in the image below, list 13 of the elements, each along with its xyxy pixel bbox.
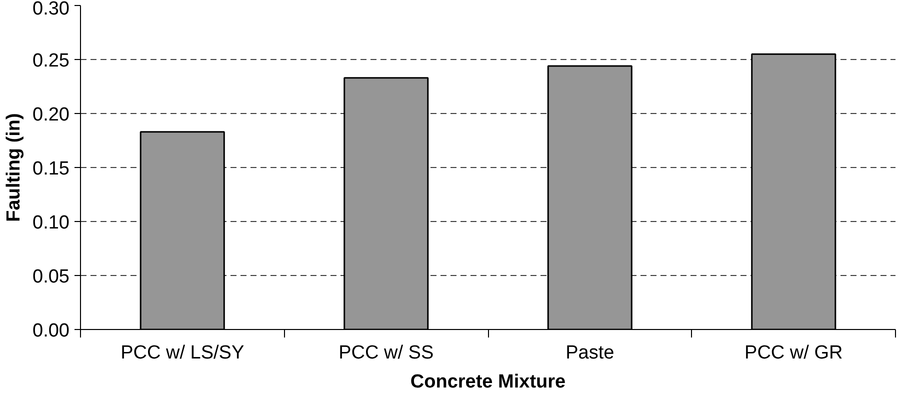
x-tick-label: PCC w/ SS [338, 342, 434, 364]
y-tick-label: 0.00 [32, 320, 70, 342]
y-tick-label: 0.20 [32, 104, 70, 126]
y-axis-title: Faulting (in) [4, 113, 25, 222]
y-tick-label: 0.05 [32, 266, 70, 288]
x-tick-label: PCC w/ GR [744, 342, 843, 364]
y-tick-label: 0.30 [32, 0, 70, 20]
y-tick-label: 0.15 [32, 158, 70, 180]
x-tick-label: PCC w/ LS/SY [120, 342, 244, 364]
x-tick-label: Paste [566, 342, 614, 364]
y-tick-label: 0.10 [32, 212, 70, 234]
x-axis-title: Concrete Mixture [410, 372, 566, 392]
y-tick-label: 0.25 [32, 50, 70, 72]
